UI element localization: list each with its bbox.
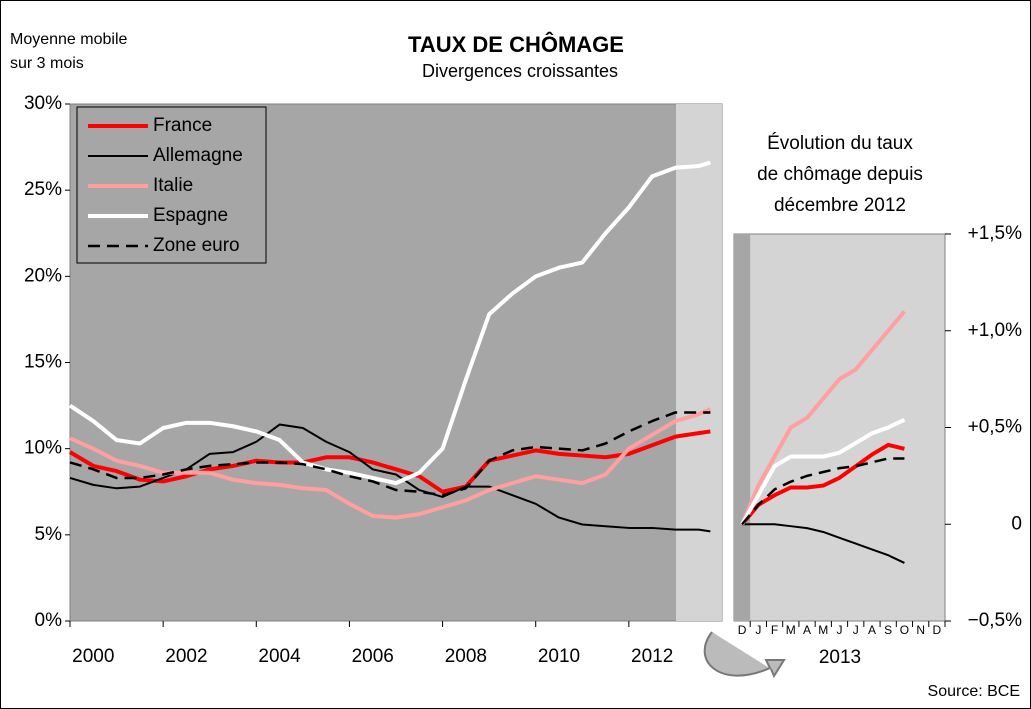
x-tick-label: D	[933, 623, 942, 637]
series-line	[68, 429, 711, 494]
legend-label: Zone euro	[153, 235, 240, 256]
y-tick-label: 0	[1011, 513, 1022, 534]
x-tick-label: 2004	[258, 646, 301, 667]
x-tick-label: A	[803, 623, 811, 637]
series-line	[742, 523, 905, 564]
legend-label: Allemagne	[153, 145, 243, 166]
legend-label: Espagne	[153, 205, 228, 226]
legend-label: Italie	[153, 175, 193, 196]
inset-title: de chômage depuis	[757, 164, 923, 185]
inset-title: décembre 2012	[774, 195, 906, 216]
series-line	[740, 442, 905, 526]
y-tick-label: 15%	[24, 352, 62, 373]
series-line	[69, 411, 711, 497]
chart-subtitle: Divergences croissantes	[422, 61, 618, 81]
series-line	[68, 160, 711, 486]
x-tick-label: 2012	[631, 646, 673, 667]
inset-plot-area	[733, 233, 946, 622]
x-tick-label: J	[837, 623, 843, 637]
recent-shade	[676, 104, 722, 621]
x-tick-label: J	[853, 623, 859, 637]
y-tick-label: 10%	[24, 438, 62, 459]
y-axis-label: sur 3 mois	[10, 55, 84, 72]
x-tick-label: 2002	[165, 646, 207, 667]
legend-label: France	[153, 115, 212, 136]
y-tick-label: 20%	[24, 265, 62, 286]
y-axis-label: Moyenne mobile	[10, 31, 128, 48]
y-tick-label: 30%	[24, 93, 62, 114]
x-tick-label: D	[738, 623, 747, 637]
y-tick-label: 0%	[35, 610, 63, 631]
series-line	[740, 417, 906, 526]
x-tick-label: 2006	[352, 646, 394, 667]
x-tick-label: J	[755, 623, 761, 637]
y-tick-label: 25%	[24, 179, 62, 200]
series-line	[69, 407, 712, 520]
x-tick-label: 2010	[538, 646, 580, 667]
y-tick-label: −0,5%	[968, 610, 1023, 631]
x-tick-label: N	[916, 623, 925, 637]
x-tick-label: M	[786, 623, 796, 637]
x-tick-label: 2008	[445, 646, 487, 667]
series-line	[741, 457, 905, 526]
inset-start-shade	[734, 234, 751, 621]
series-line	[740, 310, 906, 526]
y-tick-label: +1,0%	[968, 320, 1023, 341]
y-tick-label: +0,5%	[968, 417, 1023, 438]
chart-title: TAUX DE CHÔMAGE	[408, 32, 624, 57]
inset-title: Évolution du taux	[767, 133, 913, 154]
x-tick-label: O	[900, 623, 909, 637]
x-tick-label: M	[818, 623, 828, 637]
source: Source: BCE	[928, 683, 1020, 700]
x-tick-label: F	[771, 623, 778, 637]
y-tick-label: +1,5%	[968, 223, 1023, 244]
y-tick-label: 5%	[35, 524, 63, 545]
inset-x-axis-label: 2013	[819, 647, 861, 668]
arrow	[703, 631, 786, 679]
x-tick-label: 2000	[72, 646, 114, 667]
x-tick-label: A	[868, 623, 876, 637]
x-tick-label: S	[884, 623, 892, 637]
